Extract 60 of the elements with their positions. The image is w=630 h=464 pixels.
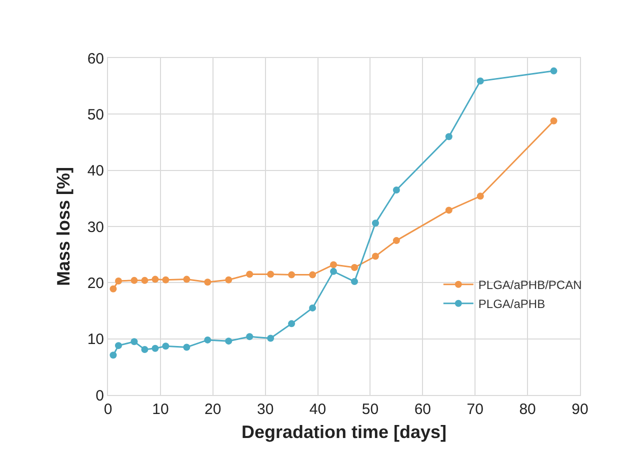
point bbox=[445, 206, 452, 214]
point bbox=[246, 270, 254, 278]
point bbox=[110, 352, 117, 359]
x-tick-label: 20 bbox=[204, 401, 222, 418]
x-tick-label: 80 bbox=[519, 401, 536, 418]
legend-label: PLGA/aPHB/PCAN bbox=[478, 278, 582, 292]
point bbox=[392, 186, 400, 194]
point bbox=[350, 264, 358, 271]
point bbox=[288, 271, 296, 278]
point bbox=[392, 237, 400, 244]
legend-label: PLGA/aPHB bbox=[478, 297, 546, 312]
y-tick-label: 20 bbox=[87, 274, 104, 292]
y-tick-label: 60 bbox=[87, 50, 104, 68]
point bbox=[110, 285, 117, 292]
point bbox=[162, 342, 170, 350]
point bbox=[372, 220, 379, 227]
point bbox=[550, 117, 558, 124]
x-axis-title: Degradation time [days] bbox=[241, 422, 447, 442]
point bbox=[225, 276, 232, 284]
point bbox=[476, 78, 484, 85]
point bbox=[130, 276, 138, 284]
point bbox=[372, 252, 379, 260]
y-tick-label: 10 bbox=[87, 331, 104, 348]
point bbox=[152, 344, 159, 352]
point bbox=[267, 334, 274, 342]
point bbox=[204, 278, 212, 286]
point bbox=[141, 346, 148, 354]
point bbox=[114, 277, 122, 284]
point bbox=[152, 276, 159, 283]
point bbox=[445, 133, 452, 140]
point bbox=[225, 338, 232, 345]
point bbox=[267, 270, 274, 278]
point bbox=[130, 338, 138, 346]
x-tick-label: 30 bbox=[256, 401, 274, 418]
point bbox=[204, 336, 212, 344]
point bbox=[288, 320, 296, 328]
point bbox=[309, 304, 316, 312]
point bbox=[114, 342, 122, 350]
x-tick-label: 70 bbox=[466, 401, 484, 418]
point bbox=[309, 271, 316, 278]
x-tick-label: 40 bbox=[309, 401, 326, 418]
y-tick-label: 50 bbox=[87, 106, 104, 124]
point bbox=[476, 192, 484, 200]
point bbox=[183, 344, 190, 351]
point bbox=[330, 261, 338, 268]
y-axis-title: Mass loss [%] bbox=[54, 166, 74, 286]
x-tick-label: 50 bbox=[362, 401, 379, 418]
x-tick-label: 60 bbox=[414, 401, 432, 418]
point bbox=[162, 276, 170, 284]
point bbox=[183, 276, 190, 283]
point bbox=[330, 268, 338, 275]
x-tick-label: 10 bbox=[152, 401, 169, 418]
point bbox=[350, 278, 358, 286]
y-tick-label: 40 bbox=[87, 162, 104, 180]
point bbox=[141, 276, 148, 284]
y-tick-label: 0 bbox=[96, 387, 104, 404]
x-tick-label: 90 bbox=[572, 401, 588, 418]
point bbox=[550, 67, 558, 74]
y-tick-label: 30 bbox=[87, 218, 104, 236]
point bbox=[246, 333, 254, 340]
